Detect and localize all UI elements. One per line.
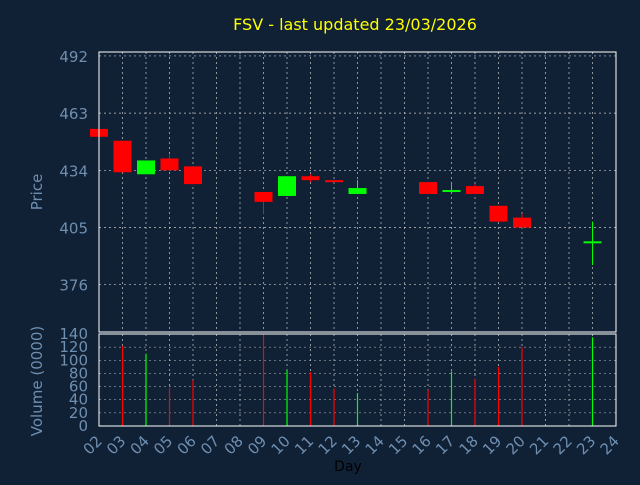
volume-tick-label: 80 (69, 364, 88, 382)
price-tick-label: 405 (59, 219, 88, 237)
price-panel-frame (98, 51, 617, 333)
candle-body (113, 140, 132, 173)
candle-body (254, 192, 273, 202)
day-tick-label: 20 (503, 432, 529, 458)
volume-tick-label: 20 (69, 404, 88, 422)
day-tick-label: 12 (315, 432, 341, 458)
price-tick-label: 376 (59, 277, 88, 295)
price-candles (90, 128, 602, 265)
candle-body (325, 180, 343, 183)
candle-body (278, 176, 296, 196)
day-tick-label: 03 (103, 432, 129, 458)
candle-body (419, 182, 437, 194)
volume-tick-label: 0 (78, 417, 88, 435)
day-tick-label: 05 (150, 432, 176, 458)
day-tick-label: 14 (362, 432, 388, 458)
volume-tick-label: 100 (59, 351, 88, 369)
volume-bars (121, 334, 594, 426)
candle-body (489, 205, 508, 222)
day-tick-label: 10 (268, 432, 294, 458)
candle-body (184, 166, 202, 185)
chart-title: FSV - last updated 23/03/2026 (233, 15, 477, 34)
candle-body (442, 190, 461, 193)
day-tick-label: 18 (456, 432, 482, 458)
day-tick-label: 22 (550, 432, 576, 458)
candle-body (583, 241, 602, 244)
volume-panel-frame (98, 333, 617, 427)
day-axis-label: Day (334, 459, 362, 475)
candle-body (160, 158, 179, 171)
volume-tick-label: 40 (69, 391, 88, 409)
day-tick-label: 13 (338, 432, 364, 458)
day-tick-label: 21 (526, 432, 552, 458)
volume-tick-label: 140 (59, 325, 88, 343)
day-axis: 0203040506070809101112131415161718192021… (80, 432, 623, 458)
candle-body (513, 217, 531, 228)
day-tick-label: 02 (80, 432, 106, 458)
price-axis-label: Price (28, 174, 46, 211)
candle-body (301, 176, 320, 181)
price-axis: 376 405 434 463 492 (59, 48, 88, 295)
candle-body (466, 186, 484, 194)
day-tick-label: 08 (221, 432, 247, 458)
day-tick-label: 15 (385, 432, 411, 458)
day-tick-label: 06 (174, 432, 200, 458)
volume-tick-label: 120 (59, 338, 88, 356)
day-tick-label: 23 (573, 432, 599, 458)
day-tick-label: 19 (479, 432, 505, 458)
price-tick-label: 463 (59, 105, 88, 123)
volume-axis-label: Volume (0000) (28, 326, 46, 436)
day-tick-label: 09 (244, 432, 270, 458)
day-tick-label: 11 (291, 432, 317, 458)
day-tick-label: 24 (597, 432, 623, 458)
day-tick-label: 07 (197, 432, 223, 458)
price-tick-label: 492 (59, 48, 88, 66)
price-tick-label: 434 (59, 162, 88, 180)
day-tick-label: 04 (127, 432, 153, 458)
candle-body (137, 160, 155, 175)
day-tick-label: 17 (432, 432, 458, 458)
day-tick-label: 16 (409, 432, 435, 458)
volume-tick-label: 60 (69, 378, 88, 396)
candle-body (348, 188, 367, 194)
